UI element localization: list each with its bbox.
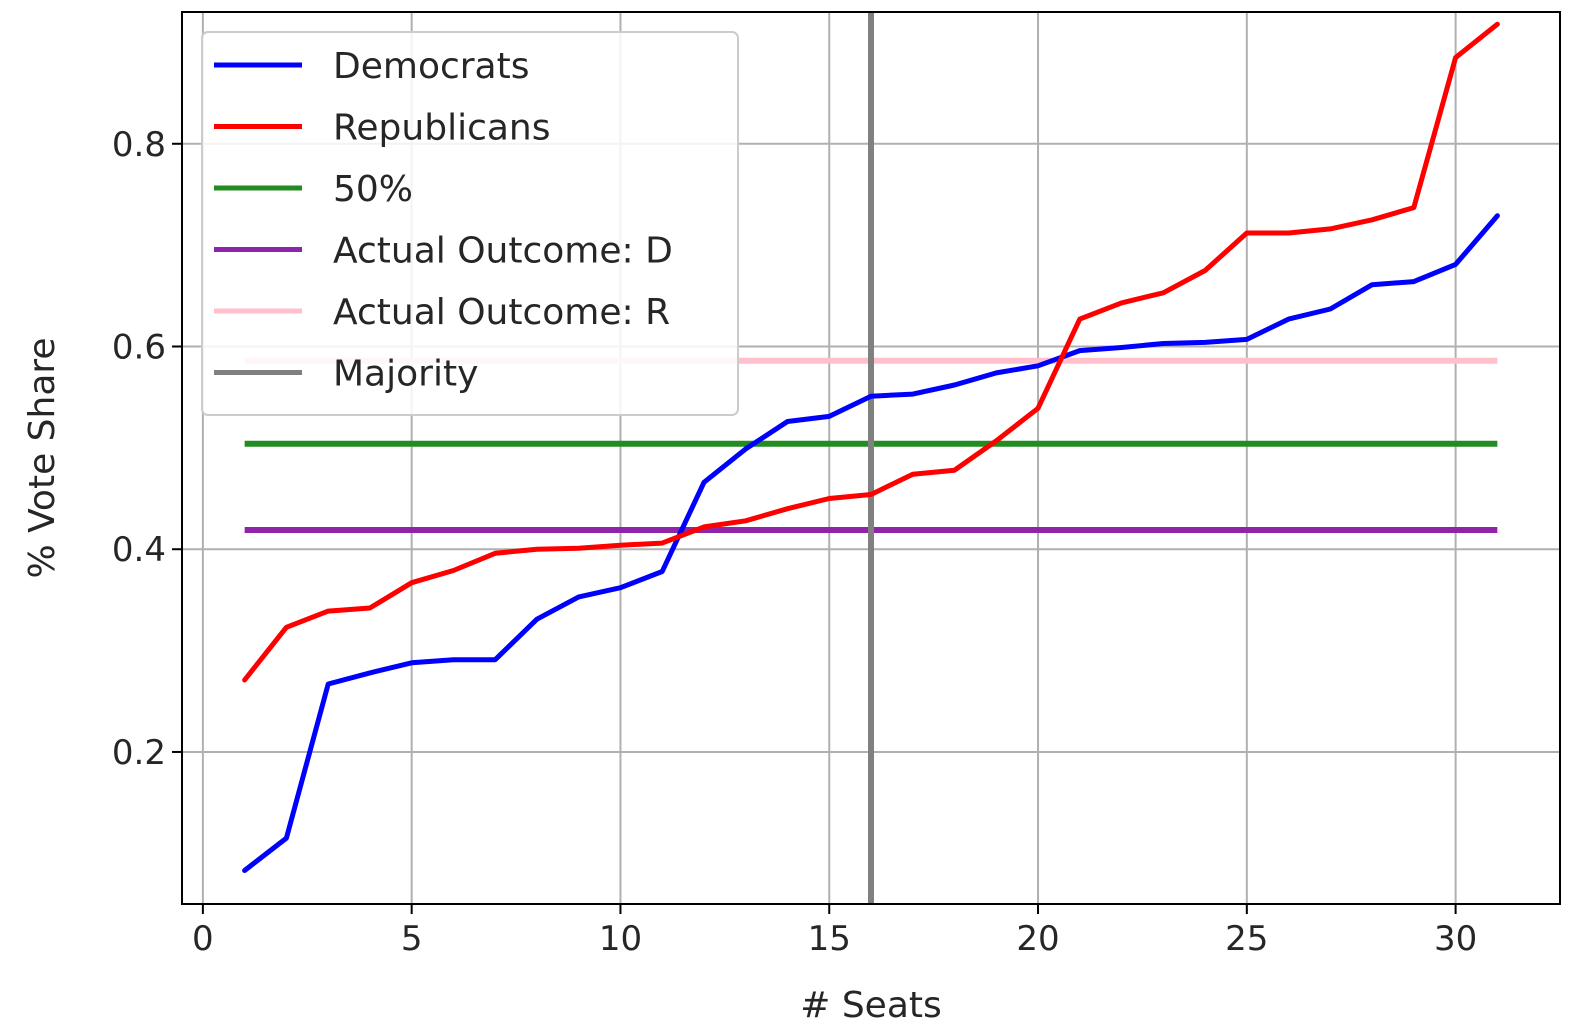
y-axis-ticks: 0.2 0.4 0.6 0.8 [112, 125, 182, 773]
legend-item: 50% [214, 169, 413, 210]
x-tick-label: 10 [599, 919, 642, 959]
legend-item: Majority [214, 354, 478, 395]
y-tick-label: 0.2 [112, 733, 166, 773]
y-tick-label: 0.4 [112, 530, 166, 570]
legend-item: Actual Outcome: D [214, 231, 673, 272]
legend: Democrats Republicans 50% Actual Outcome: D… [201, 31, 739, 416]
x-tick-label: 20 [1016, 919, 1059, 959]
legend-box [201, 31, 739, 416]
series-line-republicans [242, 21, 1500, 683]
x-tick-label: 5 [401, 919, 423, 959]
x-tick-label: 30 [1434, 919, 1477, 959]
x-tick-label: 0 [192, 919, 214, 959]
legend-label: Republicans [333, 108, 551, 149]
series-line-democrats [242, 213, 1500, 873]
legend-label: 50% [333, 169, 413, 210]
legend-item: Actual Outcome: R [214, 292, 670, 333]
legend-label: Majority [333, 354, 478, 395]
legend-item: Republicans [214, 108, 551, 149]
y-tick-label: 0.8 [112, 125, 166, 165]
data-series [242, 21, 1500, 873]
x-axis-label: # Seats [800, 985, 942, 1025]
x-axis-ticks: 0 5 10 15 20 25 30 [192, 904, 1477, 959]
legend-label: Democrats [333, 46, 530, 87]
plot-frame [181, 11, 1561, 905]
legend-item: Democrats [214, 46, 530, 87]
legend-label: Actual Outcome: R [333, 292, 670, 333]
y-tick-label: 0.6 [112, 328, 166, 368]
legend-label: Actual Outcome: D [333, 231, 673, 272]
x-tick-label: 25 [1225, 919, 1268, 959]
x-tick-label: 15 [808, 919, 851, 959]
y-axis-label: % Vote Share [22, 337, 63, 578]
